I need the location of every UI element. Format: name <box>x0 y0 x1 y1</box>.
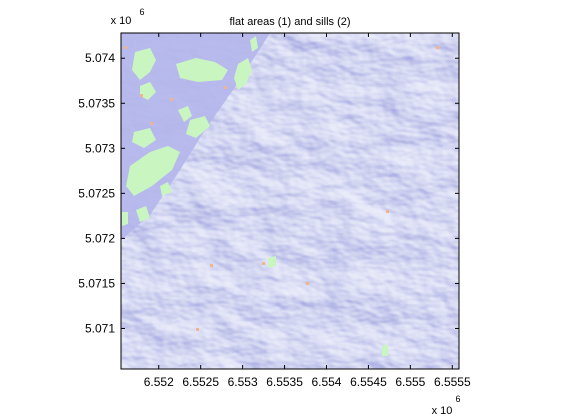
sills <box>124 46 439 331</box>
y-tick-label: 5.0725 <box>78 186 115 200</box>
sill-point <box>170 98 173 101</box>
flat-area-patch <box>140 82 156 100</box>
flat-area-patch <box>132 128 156 148</box>
flat-area-patch <box>382 344 388 356</box>
axes-box <box>120 32 460 370</box>
sill-point <box>262 262 265 265</box>
x-axis: 6.552 6.5525 6.553 6.5535 6.554 6.5545 6.555 6.… <box>144 33 471 389</box>
sill-point <box>224 86 227 89</box>
x-tick-label: 6.5535 <box>266 375 303 389</box>
flat-area-patch <box>132 48 156 80</box>
flat-area-patch <box>160 182 172 196</box>
flat-area-patch <box>136 206 150 222</box>
y-axis: 5.071 5.0715 5.072 5.0725 5.073 5.0735 5.074 <box>78 51 459 335</box>
y-exponent-power: 6 <box>139 7 144 17</box>
x-tick-label: 6.5545 <box>350 375 387 389</box>
sill-point <box>150 122 153 125</box>
sill-point <box>436 46 439 49</box>
y-tick-label: 5.071 <box>85 321 115 335</box>
y-exponent: x 10 6 <box>111 7 145 27</box>
x-tick-label: 6.552 <box>144 375 174 389</box>
y-tick-label: 5.072 <box>85 231 115 245</box>
flat-area-patch <box>126 146 180 196</box>
sill-point <box>386 210 389 213</box>
flat-area-patch <box>176 58 228 82</box>
y-tick-label: 5.073 <box>85 141 115 155</box>
x-exponent-base: x 10 <box>432 405 453 417</box>
sill-point <box>196 328 199 331</box>
sill-point <box>140 94 143 97</box>
flat-area-patch <box>122 212 128 226</box>
flat-areas <box>122 36 388 356</box>
x-tick-label: 6.5555 <box>434 375 471 389</box>
y-tick-label: 5.0735 <box>78 96 115 110</box>
flat-area-patch <box>186 116 210 138</box>
plot-area <box>121 33 459 369</box>
y-tick-label: 5.074 <box>85 51 115 65</box>
x-tick-label: 6.5525 <box>182 375 219 389</box>
sill-point <box>124 46 127 49</box>
chart-title: flat areas (1) and sills (2) <box>229 16 350 28</box>
y-exponent-base: x 10 <box>111 15 132 27</box>
flat-area-patch <box>268 256 276 268</box>
x-exponent: x 10 6 <box>432 394 461 417</box>
flat-area-patch <box>234 58 252 90</box>
flat-area-patch <box>178 106 192 122</box>
y-tick-label: 5.0715 <box>78 276 115 290</box>
x-tick-label: 6.553 <box>228 375 258 389</box>
sill-point <box>306 282 309 285</box>
x-tick-label: 6.555 <box>395 375 425 389</box>
x-tick-label: 6.554 <box>311 375 341 389</box>
flat-area-patch <box>250 36 258 52</box>
sill-point <box>210 264 213 267</box>
x-exponent-power: 6 <box>455 394 460 404</box>
